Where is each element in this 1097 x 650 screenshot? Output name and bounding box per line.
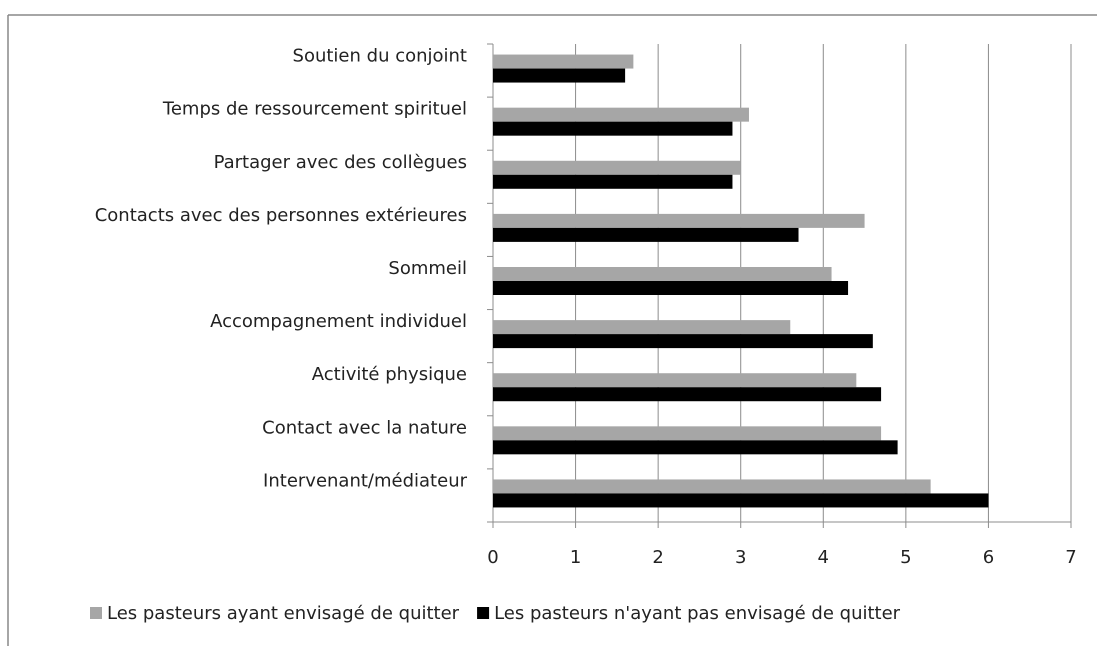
bar — [493, 227, 799, 242]
x-tick-label: 1 — [570, 547, 581, 568]
y-tick-label: Contacts avec des personnes extérieures — [95, 205, 467, 226]
y-tick-label: Activité physique — [312, 364, 467, 385]
y-tick-label: Temps de ressourcement spirituel — [162, 99, 467, 120]
bar — [493, 373, 857, 388]
legend-label: Les pasteurs ayant envisagé de quitter — [107, 603, 460, 624]
legend-label: Les pasteurs n'ayant pas envisagé de qui… — [494, 603, 901, 624]
x-tick-label: 6 — [983, 547, 994, 568]
bar — [493, 479, 931, 494]
y-tick-label: Soutien du conjoint — [293, 46, 467, 67]
legend-swatch — [90, 607, 102, 619]
bar — [493, 174, 733, 189]
bar — [493, 160, 741, 175]
x-tick-label: 5 — [900, 547, 911, 568]
x-tick-label: 7 — [1065, 547, 1076, 568]
bar — [493, 334, 873, 349]
y-tick-label: Accompagnement individuel — [210, 311, 467, 332]
x-tick-label: 3 — [735, 547, 746, 568]
bar — [493, 281, 849, 295]
y-tick-label: Partager avec des collègues — [214, 152, 467, 173]
bar — [493, 493, 989, 508]
bar — [493, 320, 791, 335]
bar — [493, 426, 882, 441]
bar — [493, 440, 898, 455]
x-tick-label: 2 — [652, 547, 663, 568]
bar — [493, 387, 882, 402]
y-tick-label: Intervenant/médiateur — [263, 470, 468, 491]
x-tick-label: 0 — [487, 547, 498, 568]
bar — [493, 68, 626, 83]
legend-swatch — [477, 607, 490, 619]
bar — [493, 267, 832, 281]
y-tick-label: Sommeil — [388, 258, 467, 279]
bar — [493, 213, 865, 228]
bar — [493, 121, 733, 136]
bar — [493, 107, 749, 122]
x-tick-label: 4 — [818, 547, 829, 568]
y-tick-label: Contact avec la nature — [262, 417, 467, 438]
bar — [493, 54, 634, 69]
